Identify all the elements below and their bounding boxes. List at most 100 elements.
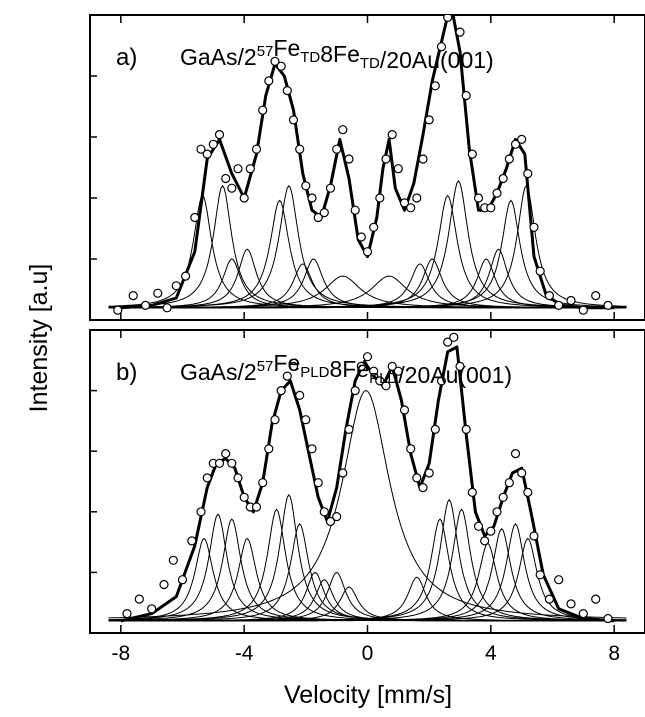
data-point [227,183,237,193]
data-point [190,212,200,223]
component-line [108,528,627,622]
data-point [566,599,576,609]
data-point [140,300,151,310]
sample-label-part: /20Au(001) [398,362,512,388]
data-point [455,361,465,371]
data-point [387,361,397,371]
data-point [325,183,336,193]
data-point [498,173,508,184]
data-point [270,56,280,67]
data-point [295,390,305,400]
data-point [113,305,123,315]
data-point [436,42,447,52]
data-point [162,303,172,313]
data-point [381,154,391,164]
data-point [369,366,379,376]
sample-label-part: GaAs/2 [180,44,257,70]
data-point [221,449,231,459]
data-point [196,507,206,517]
sample-label-part: PLD [369,370,398,387]
data-point [258,478,268,488]
data-point [313,478,323,488]
sample-label-part: Fe [273,350,300,376]
data-point [387,130,397,140]
sample-label-part: PLD [300,364,329,381]
data-point [202,149,212,159]
component-line [108,537,627,622]
data-point [406,203,416,213]
data-point [510,449,521,459]
panel-label-b: b) [116,359,137,386]
data-point [430,424,440,434]
data-point [338,125,348,135]
data-point [128,291,138,301]
data-point [603,613,613,624]
data-point [239,193,249,203]
data-point [467,149,477,159]
data-point [375,376,385,386]
data-point [350,386,360,396]
sample-label-part: TD [360,55,380,72]
sample-label-part: 8Fe [329,356,369,382]
data-point [418,483,428,493]
component-line [108,184,627,309]
data-point [350,205,360,215]
data-point [535,570,545,580]
data-point [430,81,440,91]
data-point [449,332,459,342]
data-point [554,575,564,585]
data-point [177,575,188,585]
data-point [362,247,373,257]
data-point [486,203,496,213]
component-line [108,180,627,309]
data-point [535,266,545,276]
data-point [544,291,555,301]
sample-label-part: /20Au(001) [380,47,494,73]
sample-label-b: GaAs/257FePLD8FePLD/20Au(001) [180,350,512,388]
data-point [356,361,366,371]
data-point [529,531,539,541]
data-point [208,139,218,149]
data-point [221,173,231,184]
data-point [159,579,169,590]
x-tick-labels: -8 -4 0 4 8 [111,642,620,665]
data-point [233,164,243,174]
data-point [603,300,613,310]
data-point [480,536,490,546]
panel-a: a) GaAs/257FeTD8FeTD/20Au(001) [89,14,645,321]
data-point [153,288,163,298]
component-line [108,184,627,309]
data-point [251,502,262,512]
data-point [332,511,342,522]
data-point [181,271,191,281]
data-point [288,115,299,125]
data-point [171,281,181,291]
data-point [467,487,477,497]
data-point [566,295,576,306]
component-line [108,390,627,619]
data-point [187,536,197,546]
data-point [544,594,555,604]
data-point [591,594,601,604]
sample-label-part: 57 [257,43,274,60]
x-tick-label: 0 [362,642,374,665]
data-point [517,134,527,144]
data-point [436,376,447,386]
x-tick-label: -4 [235,642,254,665]
data-point [393,164,403,174]
data-point [264,444,274,454]
x-tick-label: 4 [485,642,497,665]
data-point [122,608,132,619]
data-point [227,458,237,468]
data-point [369,222,379,232]
data-point [313,212,323,223]
plot-area-a [108,15,627,315]
data-point [214,458,225,468]
data-point [486,526,496,536]
data-point [455,27,465,37]
fit-line [120,15,615,310]
data-point [461,90,471,101]
sample-label-part: 8Fe [320,41,360,67]
data-point [375,193,385,203]
